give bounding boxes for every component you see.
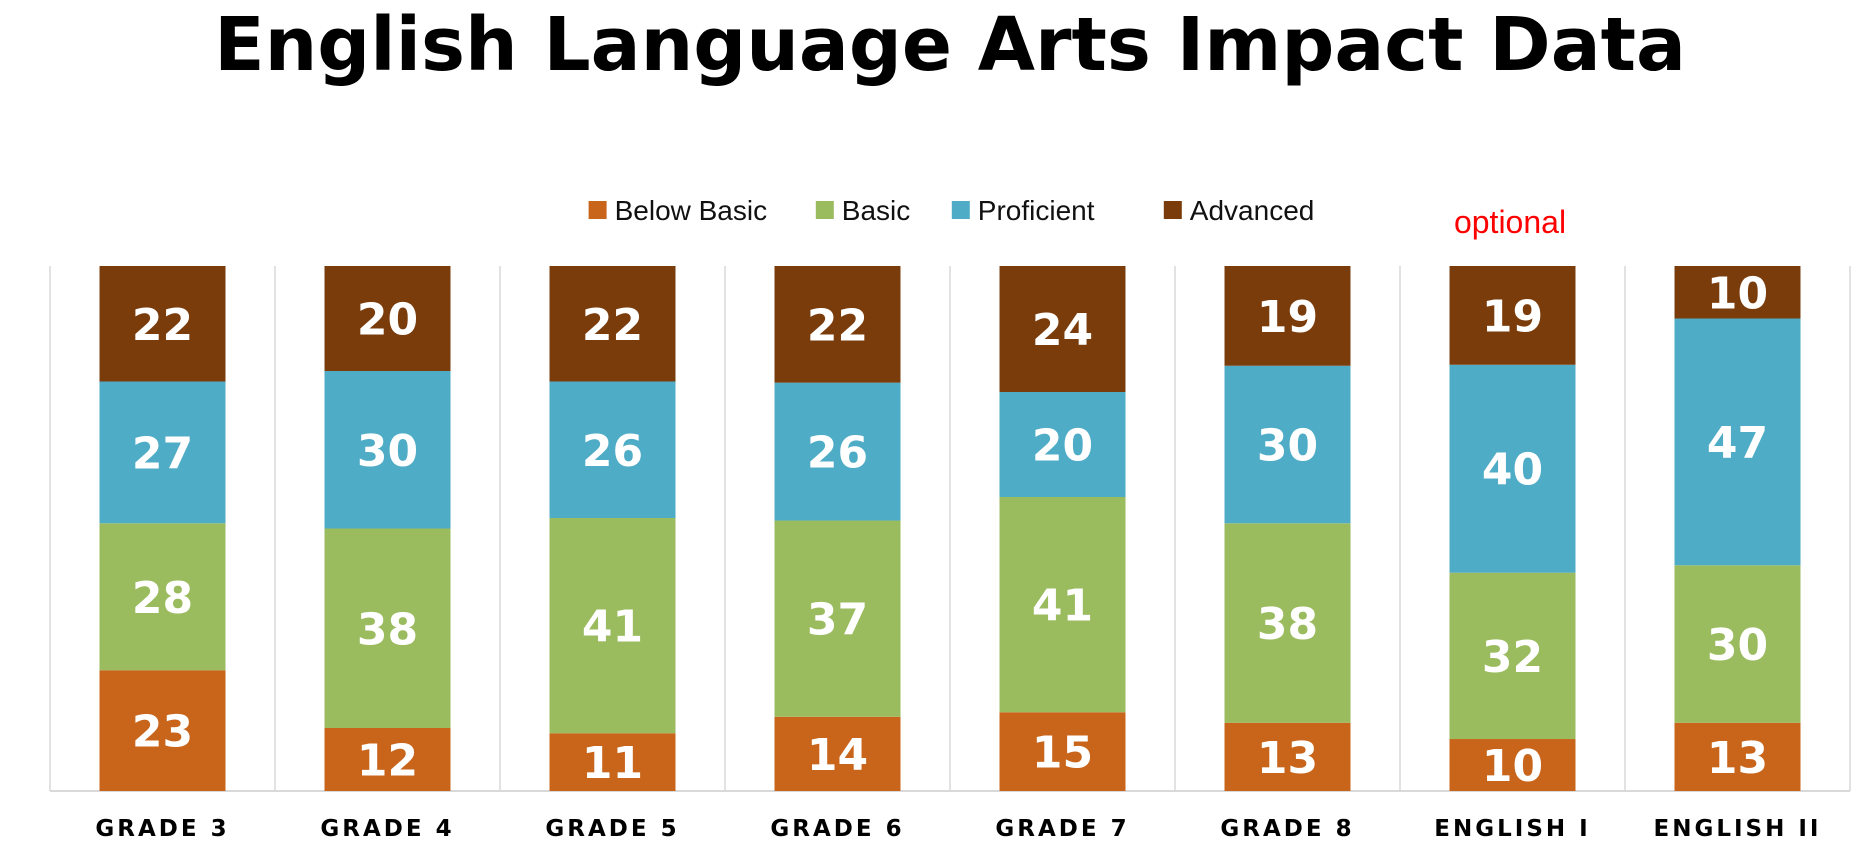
data-label-below-basic-grade-6: 14 bbox=[807, 730, 868, 781]
bar-advanced-english-i bbox=[1449, 266, 1576, 365]
data-label-basic-grade-3: 28 bbox=[132, 573, 193, 624]
data-label-below-basic-grade-4: 12 bbox=[357, 736, 418, 787]
x-tick-label-grade-4: GRADE 4 bbox=[320, 816, 454, 842]
bar-below-basic-grade-8 bbox=[1224, 722, 1351, 791]
bar-stack-grade-3: 23 28 27 22 bbox=[99, 266, 226, 791]
bar-below-basic-english-i bbox=[1449, 739, 1576, 791]
bar-proficient-english-i bbox=[1449, 364, 1576, 573]
bar-below-basic-grade-3 bbox=[99, 670, 226, 791]
bar-advanced-grade-3 bbox=[99, 266, 226, 382]
data-label-advanced-grade-5: 22 bbox=[582, 300, 643, 351]
bar-advanced-grade-5 bbox=[549, 266, 676, 382]
data-label-proficient-grade-8: 30 bbox=[1257, 421, 1318, 472]
bar-below-basic-grade-5 bbox=[549, 733, 676, 791]
bar-proficient-grade-4 bbox=[324, 371, 451, 529]
bar-stack-grade-4: 12 38 30 20 bbox=[324, 266, 451, 791]
bar-basic-grade-6 bbox=[774, 520, 901, 717]
data-label-advanced-grade-8: 19 bbox=[1257, 292, 1318, 343]
bar-basic-grade-7 bbox=[999, 497, 1126, 713]
legend-swatch-advanced bbox=[1163, 201, 1182, 219]
data-label-below-basic-grade-5: 11 bbox=[582, 738, 643, 789]
bar-stack-grade-7: 15 41 20 24 bbox=[999, 266, 1126, 791]
data-label-proficient-grade-6: 26 bbox=[807, 428, 868, 479]
bar-basic-grade-3 bbox=[99, 523, 226, 671]
legend-label-below-basic: Below Basic bbox=[615, 195, 768, 226]
legend-swatch-proficient bbox=[951, 201, 970, 219]
plot-area: 23 28 27 22 GRADE 3 12 38 30 20 GRADE 4 11 41 26 22 GR… bbox=[49, 266, 1851, 842]
bar-basic-english-ii bbox=[1674, 565, 1801, 723]
bar-advanced-grade-6 bbox=[774, 266, 901, 383]
data-label-advanced-grade-3: 22 bbox=[132, 300, 193, 351]
bar-below-basic-grade-4 bbox=[324, 728, 451, 791]
legend-item-advanced: Advanced bbox=[1163, 195, 1315, 226]
data-label-basic-grade-7: 41 bbox=[1032, 581, 1093, 632]
bar-advanced-english-ii bbox=[1674, 266, 1801, 319]
legend-item-basic: Basic bbox=[815, 195, 910, 226]
bar-advanced-grade-7 bbox=[999, 266, 1126, 392]
data-label-basic-english-i: 32 bbox=[1482, 632, 1543, 683]
data-label-below-basic-english-ii: 13 bbox=[1707, 733, 1768, 784]
legend-item-proficient: Proficient bbox=[951, 195, 1095, 226]
data-label-basic-grade-5: 41 bbox=[582, 602, 643, 653]
bar-proficient-english-ii bbox=[1674, 318, 1801, 566]
data-label-proficient-english-i: 40 bbox=[1482, 445, 1543, 496]
bar-basic-grade-5 bbox=[549, 518, 676, 734]
bar-advanced-grade-8 bbox=[1224, 266, 1351, 366]
bar-stack-grade-6: 14 37 26 22 bbox=[774, 266, 901, 791]
bar-basic-grade-4 bbox=[324, 528, 451, 728]
data-label-advanced-grade-7: 24 bbox=[1032, 305, 1093, 356]
data-label-advanced-grade-6: 22 bbox=[807, 300, 868, 351]
bar-below-basic-english-ii bbox=[1674, 722, 1801, 791]
x-tick-label-grade-7: GRADE 7 bbox=[995, 816, 1129, 842]
data-label-proficient-grade-3: 27 bbox=[132, 428, 193, 479]
bar-stack-grade-5: 11 41 26 22 bbox=[549, 266, 676, 791]
legend-label-advanced: Advanced bbox=[1190, 195, 1315, 226]
data-label-below-basic-grade-7: 15 bbox=[1032, 728, 1093, 779]
x-tick-label-grade-5: GRADE 5 bbox=[545, 816, 679, 842]
bar-below-basic-grade-7 bbox=[999, 712, 1126, 791]
data-label-basic-english-ii: 30 bbox=[1707, 620, 1768, 671]
data-label-basic-grade-4: 38 bbox=[357, 604, 418, 655]
bar-proficient-grade-8 bbox=[1224, 365, 1351, 524]
data-label-below-basic-english-i: 10 bbox=[1482, 741, 1543, 792]
data-label-advanced-english-i: 19 bbox=[1482, 291, 1543, 342]
data-label-advanced-english-ii: 10 bbox=[1707, 268, 1768, 319]
bar-proficient-grade-5 bbox=[549, 381, 676, 518]
bar-basic-grade-8 bbox=[1224, 523, 1351, 723]
legend-swatch-basic bbox=[815, 201, 834, 219]
legend-swatch-below-basic bbox=[588, 201, 607, 219]
bar-below-basic-grade-6 bbox=[774, 716, 901, 791]
data-label-proficient-grade-7: 20 bbox=[1032, 421, 1093, 472]
x-tick-label-english-i: ENGLISH I bbox=[1434, 816, 1590, 842]
data-label-advanced-grade-4: 20 bbox=[357, 295, 418, 346]
x-tick-label-grade-6: GRADE 6 bbox=[770, 816, 904, 842]
legend-item-below-basic: Below Basic bbox=[588, 195, 768, 226]
legend-label-proficient: Proficient bbox=[978, 195, 1095, 226]
bar-proficient-grade-7 bbox=[999, 392, 1126, 497]
data-label-proficient-english-ii: 47 bbox=[1707, 418, 1768, 469]
data-label-proficient-grade-4: 30 bbox=[357, 426, 418, 477]
x-tick-label-grade-8: GRADE 8 bbox=[1220, 816, 1354, 842]
data-label-below-basic-grade-8: 13 bbox=[1257, 733, 1318, 784]
legend: Below Basic Basic Proficient Advanced bbox=[588, 195, 1315, 226]
x-tick-label-english-ii: ENGLISH II bbox=[1654, 816, 1822, 842]
bar-proficient-grade-3 bbox=[99, 381, 226, 524]
data-label-proficient-grade-5: 26 bbox=[582, 426, 643, 477]
x-tick-label-grade-3: GRADE 3 bbox=[95, 816, 229, 842]
bar-proficient-grade-6 bbox=[774, 382, 901, 521]
optional-annotation: optional bbox=[1454, 204, 1566, 240]
data-label-basic-grade-6: 37 bbox=[807, 595, 868, 646]
bar-advanced-grade-4 bbox=[324, 266, 451, 371]
data-label-below-basic-grade-3: 23 bbox=[132, 707, 193, 758]
bar-stack-english-ii: 13 30 47 10 bbox=[1674, 266, 1801, 791]
data-label-basic-grade-8: 38 bbox=[1257, 599, 1318, 650]
legend-label-basic: Basic bbox=[842, 195, 910, 226]
chart-title: English Language Arts Impact Data bbox=[214, 2, 1686, 88]
bar-basic-english-i bbox=[1449, 572, 1576, 740]
bar-stack-english-i: 10 32 40 19 bbox=[1449, 266, 1576, 792]
bar-stack-grade-8: 13 38 30 19 bbox=[1224, 266, 1351, 791]
